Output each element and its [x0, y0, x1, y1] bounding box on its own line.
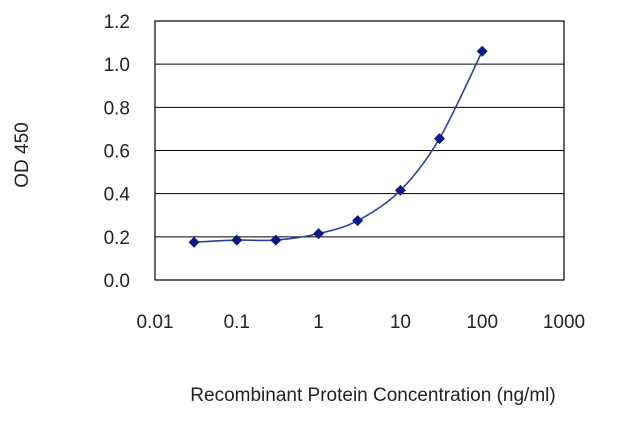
x-tick-label: 100	[466, 312, 498, 333]
x-axis-title: Recombinant Protein Concentration (ng/ml…	[190, 385, 555, 406]
y-tick-label: 0.4	[104, 185, 131, 206]
y-tick-label: 0.2	[104, 228, 130, 249]
data-point	[352, 215, 364, 227]
y-tick-label: 1.2	[104, 12, 130, 33]
x-tick-label: 0.01	[137, 312, 174, 333]
data-point-markers	[188, 45, 488, 248]
data-point	[231, 234, 243, 246]
y-axis-title: OD 450	[12, 122, 33, 187]
x-tick-label: 1	[313, 312, 324, 333]
x-tick-label: 0.1	[224, 312, 250, 333]
x-tick-label: 10	[390, 312, 411, 333]
data-point	[394, 184, 406, 196]
x-tick-labels: 0.01 0.1 1 10 100 1000	[137, 312, 586, 333]
y-tick-label: 0.0	[104, 271, 130, 292]
data-point	[188, 236, 200, 248]
plot-area-frame	[154, 20, 565, 281]
data-point	[270, 234, 282, 246]
grid-lines	[155, 63, 564, 238]
y-tick-label: 0.6	[104, 142, 130, 163]
data-point	[476, 45, 488, 57]
x-tick-label: 1000	[543, 312, 585, 333]
data-point	[433, 133, 445, 145]
y-tick-label: 1.0	[104, 55, 130, 76]
series-line	[193, 50, 483, 244]
y-tick-label: 0.8	[104, 98, 130, 119]
y-tick-labels: 0.0 0.2 0.4 0.6 0.8 1.0 1.2	[104, 12, 131, 292]
data-point	[313, 228, 325, 240]
